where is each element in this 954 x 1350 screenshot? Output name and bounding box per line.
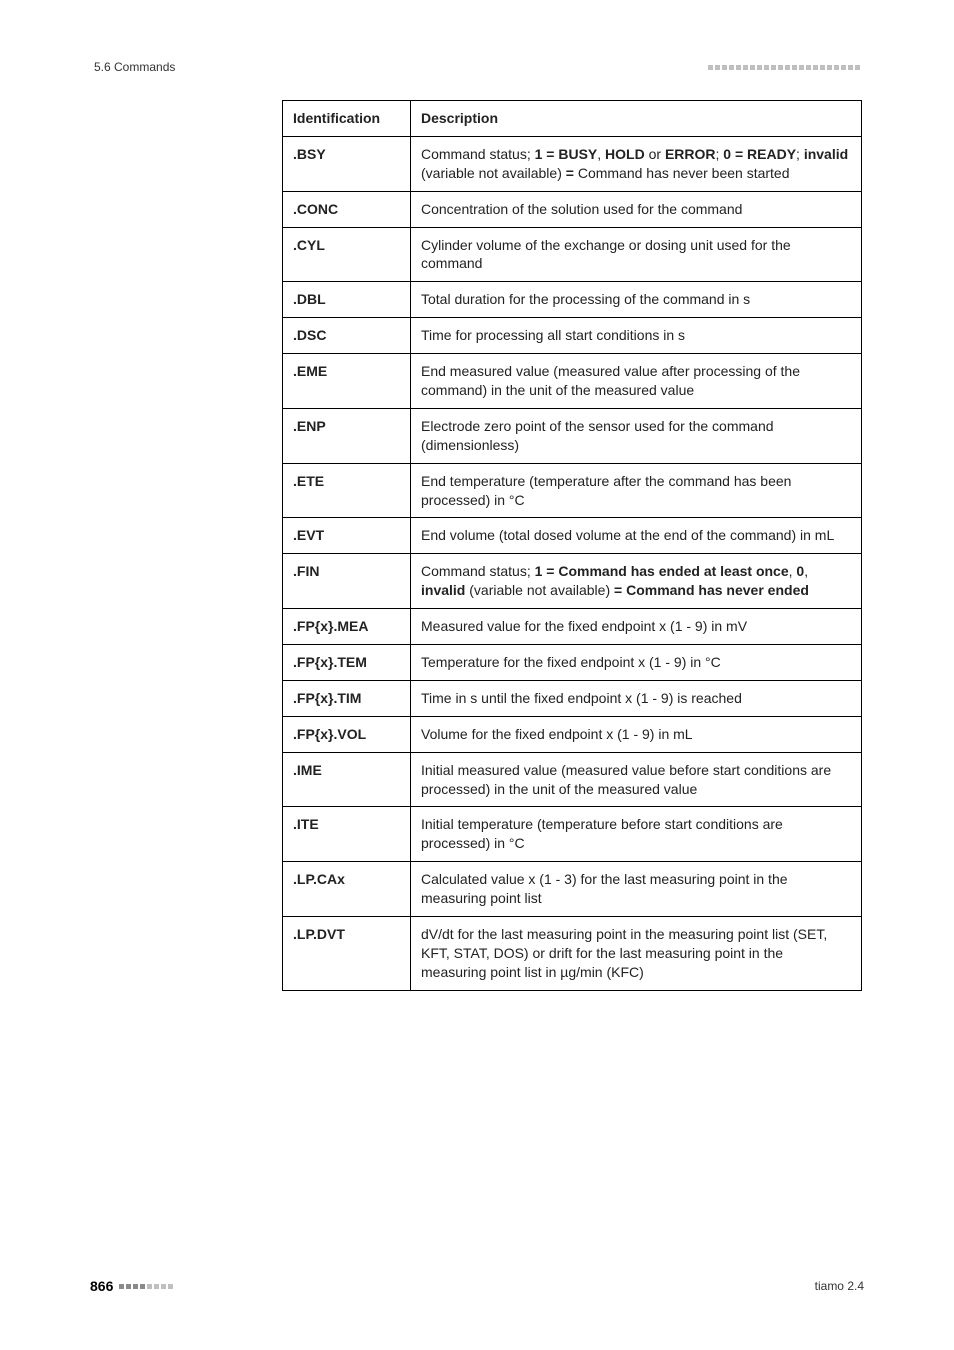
cell-description: End volume (total dosed volume at the en… [411,518,862,554]
cell-identification: .CONC [283,191,411,227]
cell-identification: .DSC [283,318,411,354]
cell-identification: .FP{x}.MEA [283,609,411,645]
cell-identification: .FP{x}.TIM [283,680,411,716]
cell-description: Concentration of the solution used for t… [411,191,862,227]
table-row: .LP.DVTdV/dt for the last measuring poin… [283,917,862,991]
page: 5.6 Commands Identification Description … [0,0,954,1350]
table-row: .LP.CAxCalculated value x (1 - 3) for th… [283,862,862,917]
cell-description: Measured value for the fixed endpoint x … [411,609,862,645]
page-header: 5.6 Commands [90,60,864,74]
table-row: .BSYCommand status; 1 = BUSY, HOLD or ER… [283,136,862,191]
footer-product: tiamo 2.4 [815,1279,864,1293]
cell-description: Cylinder volume of the exchange or dosin… [411,227,862,282]
footer-page-number: 866 [90,1278,113,1294]
cell-identification: .LP.DVT [283,917,411,991]
cell-description: Initial temperature (temperature before … [411,807,862,862]
cell-identification: .FIN [283,554,411,609]
footer-ornament [119,1284,173,1289]
cell-identification: .FP{x}.TEM [283,645,411,681]
cell-identification: .LP.CAx [283,862,411,917]
table-row: .DSCTime for processing all start condit… [283,318,862,354]
table-row: .ENPElectrode zero point of the sensor u… [283,408,862,463]
page-footer: 866 tiamo 2.4 [90,1278,864,1294]
table-row: .FP{x}.TEMTemperature for the fixed endp… [283,645,862,681]
cell-description: dV/dt for the last measuring point in th… [411,917,862,991]
cell-identification: .ENP [283,408,411,463]
table-row: .ETEEnd temperature (temperature after t… [283,463,862,518]
cell-description: End temperature (temperature after the c… [411,463,862,518]
cell-description: Calculated value x (1 - 3) for the last … [411,862,862,917]
cell-identification: .FP{x}.VOL [283,716,411,752]
cell-description: Time for processing all start conditions… [411,318,862,354]
cell-identification: .EME [283,354,411,409]
table-row: .IMEInitial measured value (measured val… [283,752,862,807]
cell-description: Total duration for the processing of the… [411,282,862,318]
cell-identification: .ETE [283,463,411,518]
table-row: .CONCConcentration of the solution used … [283,191,862,227]
table-row: .FP{x}.MEAMeasured value for the fixed e… [283,609,862,645]
footer-left: 866 [90,1278,173,1294]
table-row: .FINCommand status; 1 = Command has ende… [283,554,862,609]
cell-identification: .IME [283,752,411,807]
cell-description: Volume for the fixed endpoint x (1 - 9) … [411,716,862,752]
table-row: .ITEInitial temperature (temperature bef… [283,807,862,862]
table-row: .DBLTotal duration for the processing of… [283,282,862,318]
col-identification: Identification [283,101,411,137]
cell-description: Command status; 1 = Command has ended at… [411,554,862,609]
table-row: .CYLCylinder volume of the exchange or d… [283,227,862,282]
cell-identification: .CYL [283,227,411,282]
table-row: .FP{x}.VOLVolume for the fixed endpoint … [283,716,862,752]
table-row: .EVTEnd volume (total dosed volume at th… [283,518,862,554]
cell-identification: .ITE [283,807,411,862]
cell-identification: .BSY [283,136,411,191]
cell-identification: .DBL [283,282,411,318]
cell-description: Initial measured value (measured value b… [411,752,862,807]
commands-table: Identification Description .BSYCommand s… [282,100,862,991]
cell-description: Command status; 1 = BUSY, HOLD or ERROR;… [411,136,862,191]
cell-description: Temperature for the fixed endpoint x (1 … [411,645,862,681]
col-description: Description [411,101,862,137]
table-header-row: Identification Description [283,101,862,137]
cell-description: Electrode zero point of the sensor used … [411,408,862,463]
cell-description: Time in s until the fixed endpoint x (1 … [411,680,862,716]
table-row: .FP{x}.TIMTime in s until the fixed endp… [283,680,862,716]
cell-description: End measured value (measured value after… [411,354,862,409]
header-ornament [708,65,860,70]
header-section-label: 5.6 Commands [94,60,175,74]
cell-identification: .EVT [283,518,411,554]
table-row: .EMEEnd measured value (measured value a… [283,354,862,409]
